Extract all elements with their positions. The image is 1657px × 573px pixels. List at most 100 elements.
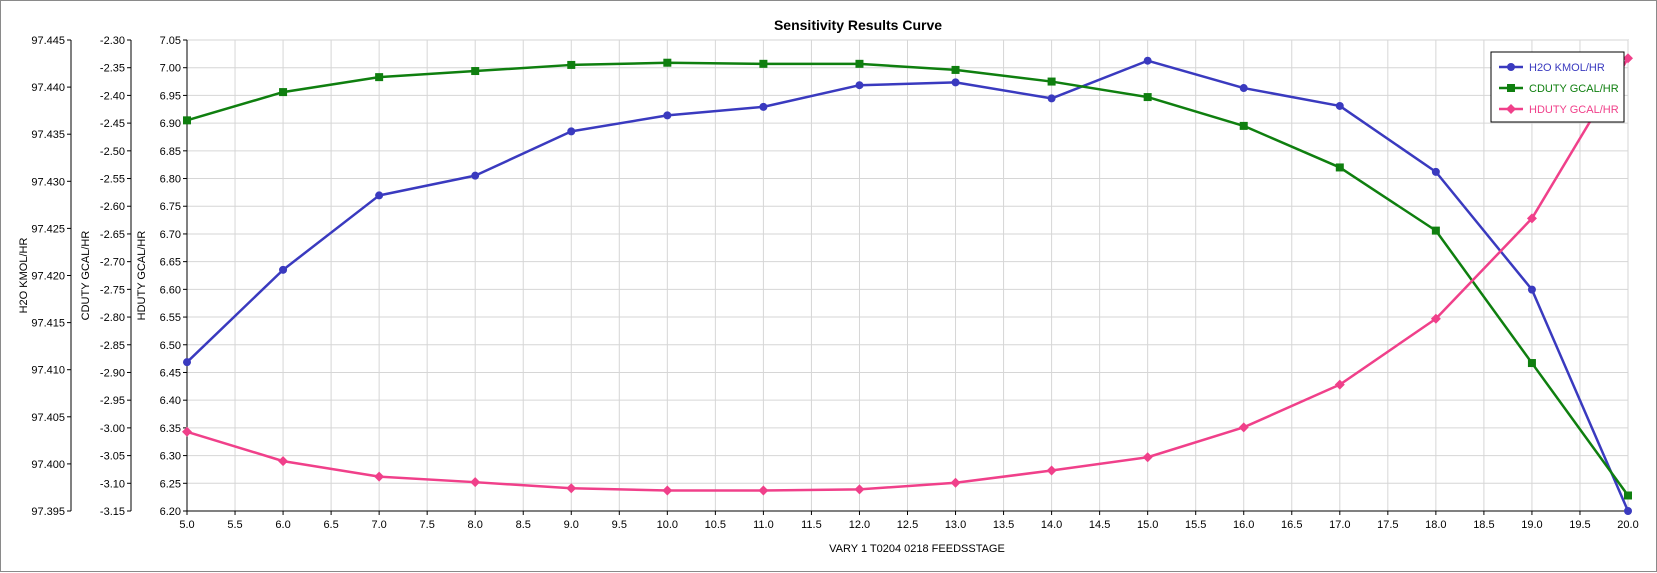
- series-line: [186, 59, 1630, 512]
- y-tick-label: -2.60: [100, 201, 125, 213]
- data-point: [855, 81, 864, 90]
- data-point: [470, 477, 481, 488]
- x-tick-label: 17.0: [1329, 519, 1350, 531]
- x-tick-label: 9.0: [564, 519, 579, 531]
- legend-label: H2O KMOL/HR: [1529, 62, 1605, 74]
- y-tick-label: 6.40: [160, 395, 181, 407]
- data-point: [950, 477, 961, 488]
- x-tick-label: 6.0: [275, 519, 290, 531]
- data-point: [1431, 226, 1440, 235]
- y-tick-label: 6.70: [160, 229, 181, 241]
- y-tick-label: -2.40: [100, 90, 125, 102]
- y-tick-label: -2.85: [100, 340, 125, 352]
- y-axis-label-3: HDUTY GCAL/HR: [136, 231, 148, 321]
- data-point: [1527, 359, 1536, 368]
- x-tick-label: 17.5: [1377, 519, 1398, 531]
- data-point: [663, 58, 672, 67]
- y-tick-label: 6.35: [160, 423, 181, 435]
- data-point: [1143, 56, 1152, 65]
- data-point: [1047, 94, 1056, 103]
- x-tick-label: 15.5: [1185, 519, 1206, 531]
- data-point: [279, 265, 288, 274]
- x-tick-label: 10.5: [705, 519, 726, 531]
- y-tick-label: 97.445: [31, 35, 65, 47]
- y-tick-label: 97.410: [31, 365, 65, 377]
- y-tick-label: 7.05: [160, 35, 181, 47]
- x-tick-label: 19.5: [1569, 519, 1590, 531]
- y-tick-label: 97.430: [31, 176, 65, 188]
- data-point: [279, 88, 288, 97]
- y-tick-label: 97.420: [31, 271, 65, 283]
- y-tick-label: 97.425: [31, 223, 65, 235]
- y-tick-label: 97.440: [31, 82, 65, 94]
- x-tick-label: 12.0: [849, 519, 870, 531]
- y-tick-label: -2.95: [100, 395, 125, 407]
- y-tick-label: -3.10: [100, 478, 125, 490]
- y-tick-label: -2.55: [100, 174, 125, 186]
- data-point: [1046, 465, 1057, 476]
- y-tick-label: 7.00: [160, 63, 181, 75]
- data-point: [1239, 84, 1248, 93]
- y-axis-label-1: H2O KMOL/HR: [18, 238, 30, 314]
- y-tick-label: 6.85: [160, 146, 181, 158]
- chart-title: Sensitivity Results Curve: [774, 17, 942, 33]
- data-point: [278, 456, 289, 467]
- data-point: [759, 102, 768, 111]
- data-point: [1239, 121, 1248, 130]
- data-point: [1047, 77, 1056, 86]
- data-point: [1624, 491, 1632, 500]
- y-tick-label: -3.00: [100, 423, 125, 435]
- y-tick-label: -2.65: [100, 229, 125, 241]
- y-tick-label: 6.75: [160, 201, 181, 213]
- x-tick-label: 18.5: [1473, 519, 1494, 531]
- y-tick-label: 6.20: [160, 506, 181, 518]
- data-point: [1430, 313, 1441, 324]
- data-point: [1624, 507, 1632, 515]
- data-point: [375, 191, 384, 200]
- legend-marker: [1506, 104, 1516, 114]
- x-tick-label: 15.0: [1137, 519, 1158, 531]
- y-tick-label: -2.30: [100, 35, 125, 47]
- data-point: [567, 127, 576, 136]
- y-tick-label: -2.45: [100, 118, 125, 130]
- data-point: [663, 111, 672, 120]
- data-point: [951, 65, 960, 74]
- x-tick-label: 11.5: [801, 519, 822, 531]
- data-point: [855, 59, 864, 68]
- x-tick-label: 7.5: [420, 519, 435, 531]
- y-tick-label: 97.415: [31, 318, 65, 330]
- series-3: [182, 53, 1633, 496]
- x-tick-label: 8.0: [468, 519, 483, 531]
- data-point: [375, 73, 384, 82]
- legend: H2O KMOL/HR CDUTY GCAL/HR HDUTY GCAL/HR: [1490, 51, 1625, 123]
- x-tick-label: 5.0: [179, 519, 194, 531]
- data-point: [183, 358, 191, 367]
- y-tick-label: 6.25: [160, 478, 181, 490]
- data-point: [1334, 379, 1345, 390]
- legend-label: HDUTY GCAL/HR: [1529, 104, 1619, 116]
- x-tick-label: 16.5: [1281, 519, 1302, 531]
- data-point: [471, 67, 480, 76]
- legend-marker: [1507, 63, 1515, 71]
- data-point: [1142, 452, 1153, 463]
- y-tick-label: -3.05: [100, 451, 125, 463]
- y-tick-label: 6.90: [160, 118, 181, 130]
- x-axis-label: VARY 1 T0204 0218 FEEDSSTAGE: [829, 543, 1005, 555]
- y-tick-label: -2.70: [100, 257, 125, 269]
- data-point: [374, 471, 385, 482]
- x-tick-label: 5.5: [227, 519, 242, 531]
- data-point: [854, 484, 865, 495]
- data-point: [1526, 213, 1537, 224]
- y-tick-label: 6.95: [160, 90, 181, 102]
- y-tick-label: 6.65: [160, 257, 181, 269]
- x-tick-label: 14.0: [1041, 519, 1062, 531]
- y-tick-label: -2.80: [100, 312, 125, 324]
- y-tick-label: 6.80: [160, 174, 181, 186]
- data-point: [662, 485, 673, 496]
- data-point: [471, 171, 480, 180]
- x-tick-label: 13.0: [945, 519, 966, 531]
- series-line: [186, 57, 1630, 492]
- data-point: [567, 60, 576, 69]
